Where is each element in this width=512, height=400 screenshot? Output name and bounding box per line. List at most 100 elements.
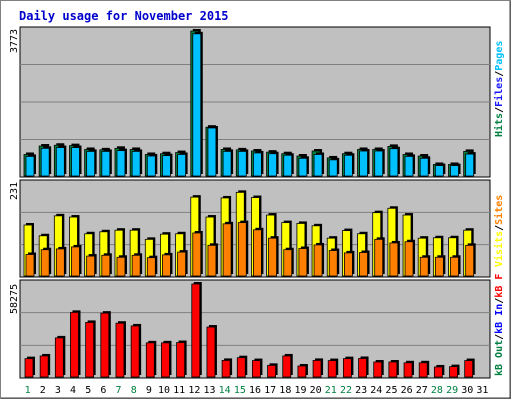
files-bar: [71, 145, 82, 177]
x-tick-label: 11: [173, 385, 185, 396]
kbytes-bar: [39, 353, 51, 378]
kbytes-bar: [282, 353, 293, 378]
sites-bar: [55, 246, 67, 277]
sites-bar: [343, 250, 355, 277]
files-bar: [253, 150, 264, 177]
kbytes-bar: [221, 358, 233, 378]
sites-bar: [222, 221, 234, 277]
sites-bar: [419, 255, 431, 277]
sites-bar: [283, 247, 294, 277]
kbytes-bar: [403, 360, 415, 378]
x-tick-label: 31: [476, 385, 488, 396]
files-bar: [131, 149, 143, 177]
x-tick-label: 16: [249, 385, 261, 396]
files-bar: [359, 149, 370, 177]
sites-bar: [116, 255, 127, 277]
files-bar: [434, 163, 446, 177]
sites-bar: [192, 230, 203, 277]
x-tick-label: 18: [279, 385, 291, 396]
kbytes-bars: [24, 282, 475, 378]
kbytes-panel: 58275 kB Out/kB In/kB F: [9, 274, 505, 379]
x-tick-label: 17: [264, 385, 276, 396]
x-tick-label: 3: [55, 385, 61, 396]
x-tick-label: 29: [446, 385, 458, 396]
sites-bar: [313, 242, 325, 277]
x-tick-label: 1: [25, 385, 31, 396]
kbytes-bar: [327, 358, 339, 378]
sites-bar: [450, 255, 461, 277]
sites-bar: [146, 255, 158, 277]
files-bar: [465, 152, 476, 177]
x-tick-label: 13: [203, 385, 215, 396]
visits-ymax-label: 231: [9, 182, 20, 200]
files-bar: [268, 151, 279, 177]
files-bar: [192, 31, 203, 177]
files-bar: [55, 145, 67, 177]
sites-bar: [434, 255, 446, 277]
kbytes-bar: [145, 340, 157, 378]
files-bar: [343, 153, 355, 177]
kbytes-bar: [418, 360, 430, 378]
hits-panel: 3773 Hits/Files/Pages: [9, 26, 505, 178]
x-tick-label: 14: [219, 385, 231, 396]
kbytes-bar: [342, 356, 354, 378]
hits-ymax-label: 3773: [9, 29, 20, 53]
x-tick-label: 30: [461, 385, 473, 396]
files-bar: [177, 152, 188, 177]
hits-gridlines: [20, 64, 490, 140]
kbytes-bar: [373, 359, 384, 378]
sites-bar: [465, 243, 476, 277]
x-tick-label: 24: [370, 385, 382, 396]
files-bar: [162, 153, 173, 177]
x-tick-label: 8: [131, 385, 137, 396]
files-bar: [40, 146, 52, 177]
kbytes-bar: [449, 364, 460, 378]
kbytes-bar: [115, 321, 126, 378]
x-tick-label: 25: [385, 385, 397, 396]
sites-bar: [177, 250, 188, 277]
kbytes-bar: [267, 363, 278, 378]
x-axis-day-labels: 1 2 3 4 5 6 7 8 9 10 11 12 13 14 15 16 17 18 19 20 21 22 23 24 2…: [25, 385, 489, 396]
sites-bar: [237, 220, 249, 277]
files-bar: [450, 163, 461, 177]
sites-bar: [40, 247, 52, 277]
x-tick-label: 12: [188, 385, 200, 396]
visits-legend-label: Visits/Sites: [493, 195, 505, 267]
files-bar: [146, 154, 158, 177]
x-tick-label: 22: [340, 385, 352, 396]
kbytes-legend-label: kB Out/kB In/kB F: [494, 274, 505, 376]
kbytes-bar: [206, 325, 217, 378]
kbytes-bar: [176, 340, 187, 378]
x-tick-label: 6: [100, 385, 106, 396]
hits-bars: [23, 29, 476, 177]
files-bar: [283, 153, 294, 177]
visits-panel: 231 Visits/Sites: [9, 179, 505, 278]
sites-bar: [86, 254, 97, 277]
sites-bar: [374, 237, 385, 277]
kbytes-bar: [70, 310, 81, 378]
x-tick-label: 27: [416, 385, 428, 396]
files-bar: [404, 154, 416, 177]
sites-bar: [359, 250, 370, 277]
kbytes-bar: [464, 358, 475, 378]
sites-bar: [25, 252, 36, 277]
kbytes-bar: [297, 363, 308, 378]
kbytes-bar: [358, 356, 369, 378]
kbytes-bar: [130, 323, 142, 378]
visits-bars: [23, 190, 476, 277]
x-tick-label: 28: [431, 385, 443, 396]
sites-bar: [101, 253, 112, 277]
files-bar: [207, 125, 218, 177]
chart-title: Daily usage for November 2015: [19, 9, 229, 23]
kbytes-bar: [433, 364, 445, 378]
sites-bar: [404, 239, 416, 277]
kbytes-bar: [191, 282, 202, 378]
x-tick-label: 23: [355, 385, 367, 396]
files-bar: [86, 149, 97, 177]
files-bar: [25, 154, 36, 177]
files-bar: [298, 156, 309, 177]
files-bar: [374, 149, 385, 177]
sites-bar: [207, 243, 218, 277]
kbytes-bar: [100, 311, 111, 378]
